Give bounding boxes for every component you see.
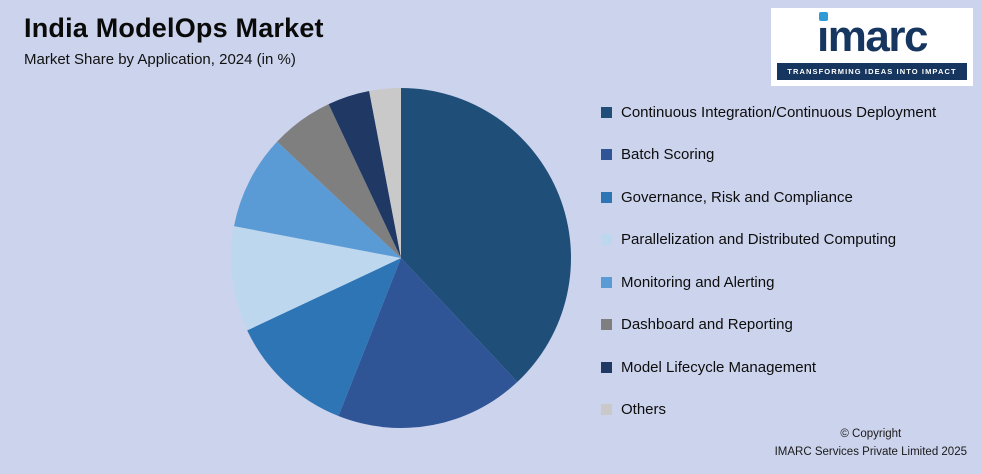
legend-label: Continuous Integration/Continuous Deploy… — [621, 103, 937, 121]
legend-swatch — [601, 361, 612, 373]
legend-swatch — [601, 276, 612, 288]
imarc-logo: ımarc TRANSFORMING IDEAS INTO IMPACT — [771, 8, 973, 86]
logo-tagline: TRANSFORMING IDEAS INTO IMPACT — [777, 63, 967, 80]
legend-label: Model Lifecycle Management — [621, 358, 817, 376]
pie-slice — [401, 88, 571, 382]
legend-item: Dashboard and Reporting — [601, 314, 936, 336]
legend-label: Parallelization and Distributed Computin… — [621, 231, 897, 248]
pie-slice — [234, 141, 401, 258]
legend-item: Continuous Integration/Continuous Deploy… — [601, 101, 936, 123]
legend-item: Others — [601, 399, 936, 421]
pie-slice — [247, 258, 401, 417]
legend-item: Monitoring and Alerting — [601, 271, 936, 293]
pie-slice — [338, 258, 518, 428]
logo-wordmark: ımarc — [817, 12, 928, 61]
page-title: India ModelOps Market — [24, 13, 324, 43]
legend-swatch — [601, 234, 612, 245]
chart-subtitle: Market Share by Application, 2024 (in %) — [24, 51, 296, 68]
chart-header: India ModelOps Market Market Share by Ap… — [24, 13, 324, 68]
legend-item: Model Lifecycle Management — [601, 356, 936, 378]
pie-slice — [231, 226, 401, 331]
legend-item: Parallelization and Distributed Computin… — [601, 229, 936, 251]
legend-label: Dashboard and Reporting — [621, 316, 793, 333]
legend-swatch — [601, 404, 612, 415]
legend-label: Monitoring and Alerting — [621, 273, 775, 291]
legend-item: Governance, Risk and Compliance — [601, 186, 936, 208]
legend-swatch — [601, 319, 612, 330]
copyright-line1: © Copyright — [840, 428, 902, 441]
legend-swatch — [601, 106, 612, 118]
copyright: © Copyright IMARC Services Private Limit… — [775, 426, 967, 462]
legend-item: Batch Scoring — [601, 144, 936, 166]
logo-dot-icon — [819, 12, 829, 21]
legend-swatch — [601, 191, 612, 203]
pie-slice — [369, 88, 401, 258]
legend-label: Governance, Risk and Compliance — [621, 188, 853, 206]
legend: Continuous Integration/Continuous Deploy… — [601, 101, 936, 441]
logo-text: ımarc — [817, 12, 928, 61]
pie-slice — [277, 104, 401, 259]
legend-label: Others — [621, 401, 667, 418]
legend-label: Batch Scoring — [621, 146, 715, 163]
copyright-line2: IMARC Services Private Limited 2025 — [774, 446, 967, 459]
pie-slice — [328, 91, 401, 258]
pie-chart — [231, 88, 571, 428]
legend-swatch — [601, 149, 612, 160]
